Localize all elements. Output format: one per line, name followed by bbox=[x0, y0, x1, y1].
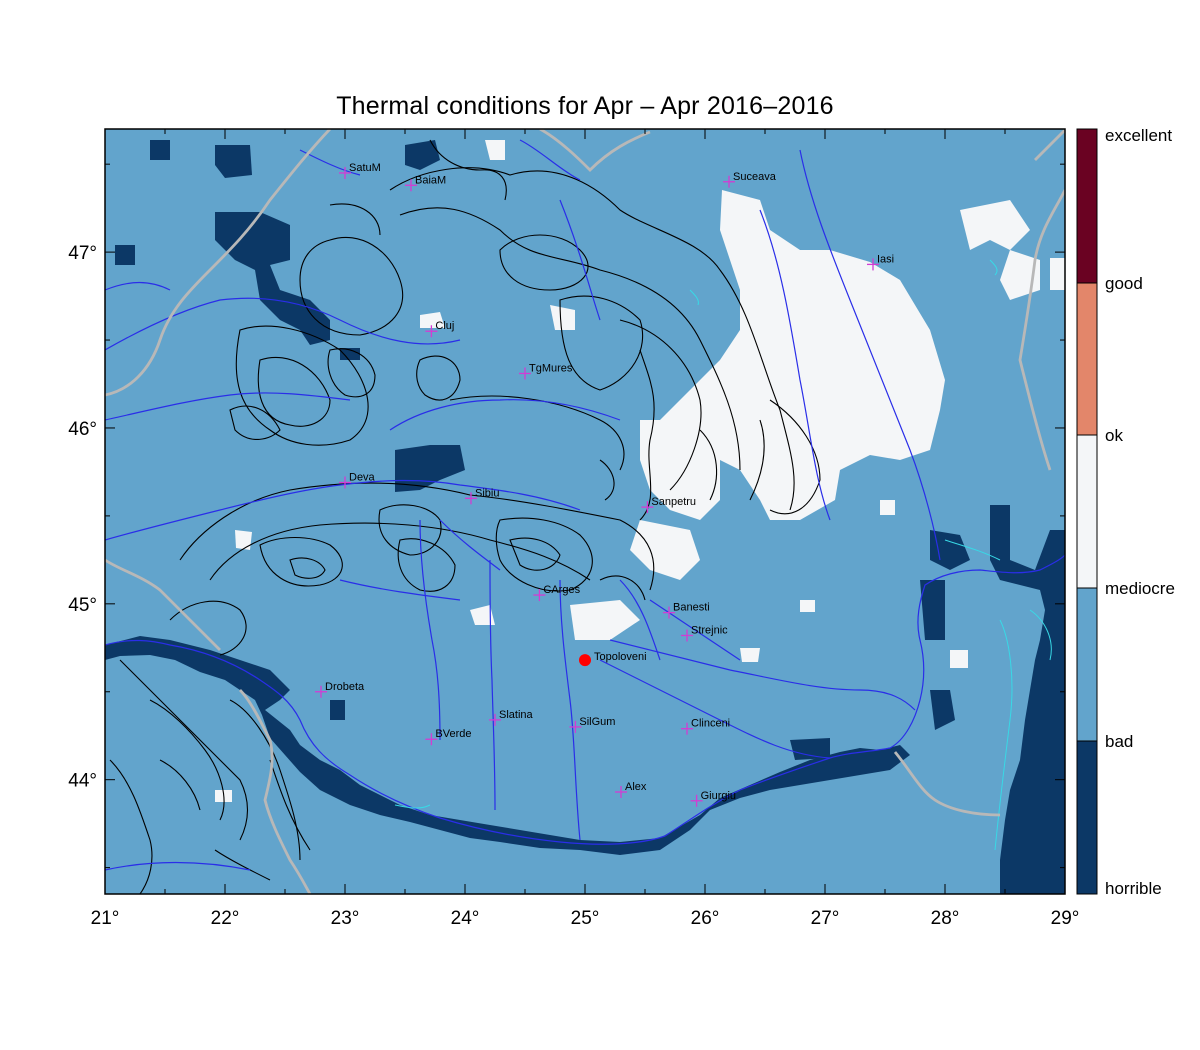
topoloveni-station-marker bbox=[579, 654, 591, 667]
city-marker: TgMures bbox=[519, 362, 573, 380]
city-label: Sibiu bbox=[475, 487, 499, 499]
city-marker: Alex bbox=[615, 781, 647, 798]
city-marker: Strejnic bbox=[681, 624, 728, 642]
rivers bbox=[105, 139, 1065, 871]
city-marker: Clinceni bbox=[681, 718, 730, 735]
city-label: SilGum bbox=[579, 716, 615, 728]
city-label: BaiaM bbox=[415, 174, 446, 186]
city-label: Iasi bbox=[877, 253, 894, 265]
city-label: Slatina bbox=[499, 709, 534, 721]
lon-tick-label: 24° bbox=[451, 908, 480, 929]
city-label: Drobeta bbox=[325, 681, 365, 693]
mediocre-regions bbox=[215, 140, 1065, 802]
lat-tick-label: 44° bbox=[68, 771, 97, 792]
city-markers: SatuM BaiaM Suceava Iasi Cluj TgMures Deva Sibi… bbox=[315, 162, 894, 807]
lat-tick-label: 45° bbox=[68, 595, 97, 616]
city-marker: Suceava bbox=[723, 171, 777, 188]
city-label: CArges bbox=[543, 584, 580, 596]
lon-tick-label: 27° bbox=[811, 908, 840, 929]
city-marker: SatuM bbox=[339, 162, 381, 179]
water-bodies bbox=[394, 259, 1052, 851]
lon-tick-label: 25° bbox=[571, 908, 600, 929]
city-marker: BVerde bbox=[425, 728, 471, 746]
city-marker: Drobeta bbox=[315, 681, 365, 698]
city-label: Cluj bbox=[435, 320, 454, 332]
city-label: Strejnic bbox=[691, 624, 728, 636]
lon-tick-label: 21° bbox=[91, 908, 120, 929]
lon-tick-label: 29° bbox=[1051, 908, 1080, 929]
legend-frame bbox=[1076, 128, 1098, 895]
city-label: Banesti bbox=[673, 602, 710, 614]
legend-swatch-horrible bbox=[1077, 741, 1097, 894]
lon-tick-label: 22° bbox=[211, 908, 240, 929]
lon-tick-label: 23° bbox=[331, 908, 360, 929]
axis-ticks bbox=[104, 129, 1066, 894]
city-marker: Banesti bbox=[663, 602, 710, 619]
city-label: SatuM bbox=[349, 162, 381, 174]
legend-label-good: good bbox=[1105, 274, 1143, 293]
lat-tick-label: 46° bbox=[68, 419, 97, 440]
city-marker: Cluj bbox=[425, 320, 454, 338]
city-marker: Deva bbox=[339, 471, 376, 489]
legend-swatch-bad bbox=[1077, 588, 1097, 741]
city-label: BVerde bbox=[435, 728, 471, 740]
city-label: Sanpetru bbox=[651, 496, 696, 508]
legend-swatch-mediocre bbox=[1077, 435, 1097, 588]
city-label: Alex bbox=[625, 781, 647, 793]
horrible-regions bbox=[105, 140, 1065, 894]
legend-label-excellent: excellent bbox=[1105, 126, 1172, 145]
legend-label-mediocre: mediocre bbox=[1105, 579, 1175, 598]
legend-swatch-good bbox=[1077, 129, 1097, 283]
axis-tick-labels: 21° 22° 23° 24° 25° 26° 27° 28° 29° 47° 46° 45° 44° bbox=[68, 243, 1079, 929]
country-borders bbox=[105, 129, 1065, 894]
lon-tick-label: 28° bbox=[931, 908, 960, 929]
lon-tick-label: 26° bbox=[691, 908, 720, 929]
city-label: Clinceni bbox=[691, 718, 730, 730]
city-marker: CArges bbox=[533, 584, 581, 602]
city-marker: Sanpetru bbox=[641, 496, 696, 514]
legend-label-bad: bad bbox=[1105, 732, 1133, 751]
elevation-contours bbox=[109, 139, 821, 894]
city-label: Suceava bbox=[733, 171, 777, 183]
city-marker: Iasi bbox=[867, 253, 894, 271]
city-label: TgMures bbox=[529, 362, 573, 374]
legend-label-ok: ok bbox=[1105, 426, 1123, 445]
city-marker: Sibiu bbox=[465, 487, 499, 505]
map-title: Thermal conditions for Apr – Apr 2016–20… bbox=[336, 92, 834, 120]
city-label: Deva bbox=[349, 471, 376, 483]
city-label: Giurgiu bbox=[701, 790, 736, 802]
legend-label-horrible: horrible bbox=[1105, 879, 1162, 898]
city-marker: Slatina bbox=[489, 709, 534, 726]
city-marker: BaiaM bbox=[405, 174, 446, 192]
lat-tick-label: 47° bbox=[68, 243, 97, 264]
legend-colorbar: excellent good ok mediocre bad horrible bbox=[1076, 126, 1175, 898]
topoloveni-station-label: Topoloveni bbox=[594, 651, 647, 663]
city-marker: SilGum bbox=[569, 716, 615, 733]
city-marker: Giurgiu bbox=[690, 790, 736, 807]
legend-swatch-ok bbox=[1077, 283, 1097, 435]
